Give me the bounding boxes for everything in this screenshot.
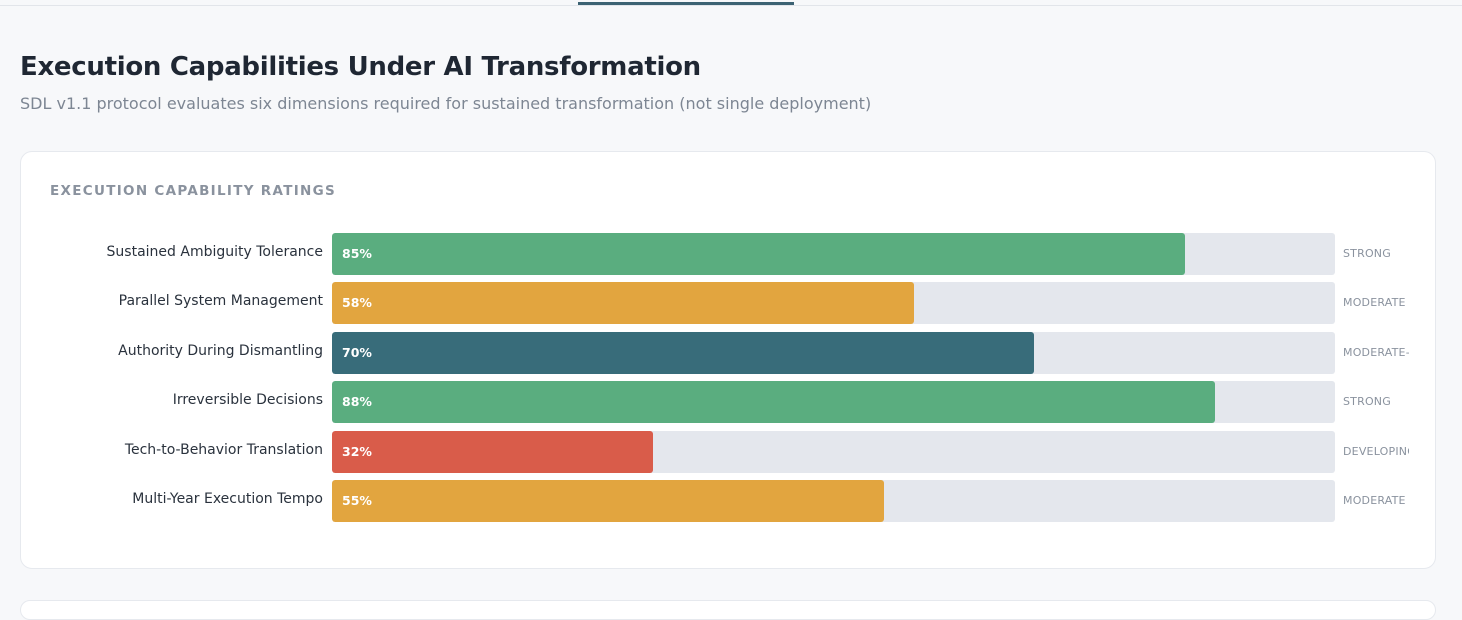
bar: 58%: [332, 282, 914, 325]
rating-label: STRONG: [1343, 247, 1391, 260]
category-label: Parallel System Management: [118, 293, 323, 310]
chart-row: Sustained Ambiguity Tolerance 85% STRONG: [21, 233, 1437, 282]
page-title: Execution Capabilities Under AI Transfor…: [20, 52, 701, 82]
bar-chart: Sustained Ambiguity Tolerance 85% STRONG Pa…: [21, 233, 1437, 529]
rating-label: STRONG: [1343, 395, 1391, 409]
bar-track: 58%: [332, 282, 1335, 325]
bar: 70%: [332, 331, 1035, 374]
active-tab-indicator: [578, 2, 794, 5]
bar-value-label: 58%: [342, 295, 372, 311]
chart-row: Tech-to-Behavior Translation 32% DEVELOPIN…: [21, 430, 1437, 480]
capability-ratings-card: EXECUTION CAPABILITY RATINGS Sustained A…: [20, 151, 1436, 569]
bar-value-label: 32%: [342, 443, 372, 459]
chart-row: Multi-Year Execution Tempo 55% MODERATE: [21, 479, 1437, 529]
bar-track: 32%: [332, 430, 1335, 473]
bar: 85%: [332, 233, 1185, 275]
rating-label: MODERATE-: [1343, 345, 1409, 359]
bar-track: 85%: [332, 233, 1335, 275]
bar-value-label: 70%: [342, 344, 372, 360]
card-title: EXECUTION CAPABILITY RATINGS: [50, 183, 337, 199]
category-label: Tech-to-Behavior Translation: [124, 441, 323, 458]
top-divider: [0, 5, 1462, 6]
chart-row: Authority During Dismantling 70% MODERATE-: [21, 331, 1437, 381]
bar-value-label: 55%: [342, 492, 372, 508]
category-label: Authority During Dismantling: [118, 342, 323, 359]
bar: 55%: [332, 479, 884, 522]
rating-label: MODERATE: [1343, 296, 1406, 310]
bar-track: 55%: [332, 479, 1335, 522]
chart-row: Irreversible Decisions 88% STRONG: [21, 381, 1437, 430]
bar: 32%: [332, 430, 653, 473]
bar-track: 70%: [332, 331, 1335, 374]
rating-label: MODERATE: [1343, 493, 1406, 507]
chart-row: Parallel System Management 58% MODERATE: [21, 282, 1437, 331]
category-label: Multi-Year Execution Tempo: [132, 490, 323, 507]
bar: 88%: [332, 381, 1215, 424]
category-label: Irreversible Decisions: [172, 392, 323, 409]
rating-label: DEVELOPING: [1343, 444, 1409, 458]
bar-value-label: 85%: [342, 246, 372, 261]
bar-track: 88%: [332, 381, 1335, 424]
page-subtitle: SDL v1.1 protocol evaluates six dimensio…: [20, 94, 872, 113]
next-card: [20, 600, 1436, 620]
bar-value-label: 88%: [342, 394, 372, 410]
category-label: Sustained Ambiguity Tolerance: [106, 244, 323, 260]
